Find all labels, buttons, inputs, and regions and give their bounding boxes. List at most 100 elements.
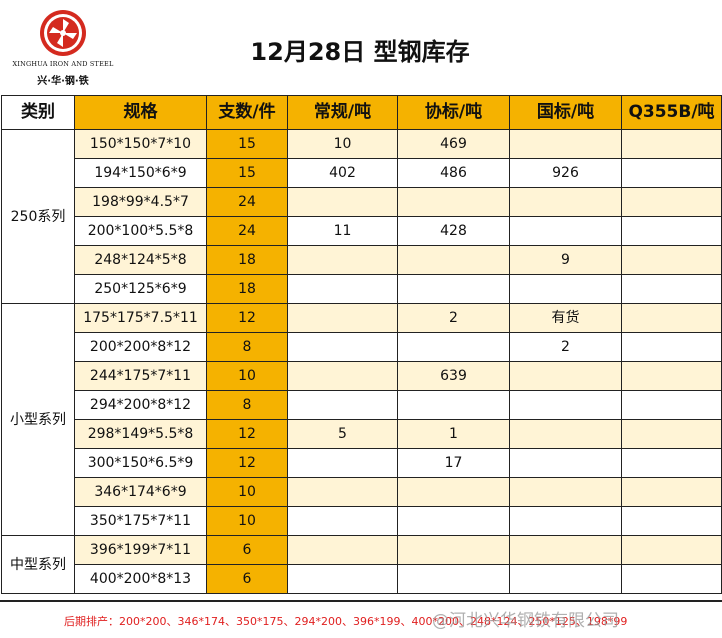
q355b-cell: [621, 245, 722, 275]
spec-cell: 346*174*6*9: [74, 477, 207, 507]
count-cell: 24: [206, 216, 288, 246]
watermark: @河北兴华钢铁有限公司: [432, 611, 619, 631]
national-cell: [509, 390, 622, 420]
regular-cell: [287, 303, 398, 333]
q355b-cell: [621, 361, 722, 391]
regular-cell: [287, 477, 398, 507]
assoc-cell: [397, 535, 510, 565]
count-cell: 15: [206, 158, 288, 188]
assoc-cell: 17: [397, 448, 510, 478]
assoc-cell: 428: [397, 216, 510, 246]
footer: 后期排产：200*200、346*174、350*175、294*200、396…: [0, 600, 722, 638]
spec-cell: 200*200*8*12: [74, 332, 207, 362]
count-cell: 6: [206, 564, 288, 594]
national-cell: [509, 216, 622, 246]
national-cell: 9: [509, 245, 622, 275]
table-row: 198*99*4.5*7 24: [2, 187, 722, 217]
national-cell: [509, 274, 622, 304]
count-cell: 10: [206, 506, 288, 536]
q355b-cell: [621, 303, 722, 333]
count-cell: 10: [206, 361, 288, 391]
count-cell: 10: [206, 477, 288, 507]
assoc-cell: [397, 332, 510, 362]
spec-cell: 396*199*7*11: [74, 535, 207, 565]
regular-cell: 10: [287, 129, 398, 159]
header-national: 国标/吨: [509, 95, 622, 130]
assoc-cell: 639: [397, 361, 510, 391]
regular-cell: 402: [287, 158, 398, 188]
header-category: 类别: [1, 95, 75, 130]
assoc-cell: 469: [397, 129, 510, 159]
spec-cell: 198*99*4.5*7: [74, 187, 207, 217]
table-row: 294*200*8*12 8: [2, 390, 722, 420]
header-count: 支数/件: [206, 95, 288, 130]
regular-cell: [287, 187, 398, 217]
assoc-cell: [397, 245, 510, 275]
regular-cell: [287, 448, 398, 478]
assoc-cell: [397, 564, 510, 594]
table-row: 194*150*6*9 15 402 486 926: [2, 158, 722, 188]
table-row: 346*174*6*9 10: [2, 477, 722, 507]
count-cell: 18: [206, 245, 288, 275]
count-cell: 12: [206, 448, 288, 478]
table-header-row: 类别 规格 支数/件 常规/吨 协标/吨 国标/吨 Q355B/吨: [1, 95, 722, 130]
regular-cell: [287, 274, 398, 304]
count-cell: 8: [206, 332, 288, 362]
q355b-cell: [621, 187, 722, 217]
logo-brand-en: XINGHUA IRON AND STEEL: [12, 60, 114, 68]
count-cell: 24: [206, 187, 288, 217]
header-regular: 常规/吨: [287, 95, 398, 130]
category-cell: 中型系列: [1, 535, 75, 594]
national-cell: 926: [509, 158, 622, 188]
national-cell: [509, 564, 622, 594]
table-row: 400*200*8*13 6: [2, 564, 722, 594]
count-cell: 12: [206, 419, 288, 449]
assoc-cell: 1: [397, 419, 510, 449]
national-cell: [509, 129, 622, 159]
count-cell: 8: [206, 390, 288, 420]
spec-cell: 350*175*7*11: [74, 506, 207, 536]
spec-cell: 250*125*6*9: [74, 274, 207, 304]
table-row: 298*149*5.5*8 12 5 1: [2, 419, 722, 449]
spec-cell: 244*175*7*11: [74, 361, 207, 391]
production-schedule-text: 后期排产：200*200、346*174、350*175、294*200、396…: [64, 615, 628, 628]
national-cell: [509, 477, 622, 507]
assoc-cell: 2: [397, 303, 510, 333]
q355b-cell: [621, 477, 722, 507]
regular-cell: [287, 245, 398, 275]
spec-cell: 298*149*5.5*8: [74, 419, 207, 449]
national-cell: [509, 535, 622, 565]
q355b-cell: [621, 390, 722, 420]
spec-cell: 300*150*6.5*9: [74, 448, 207, 478]
assoc-cell: [397, 477, 510, 507]
table-row: 250系列 150*150*7*10 15 10 469: [1, 129, 722, 304]
category-cell: 小型系列: [1, 303, 75, 536]
spec-cell: 200*100*5.5*8: [74, 216, 207, 246]
assoc-cell: [397, 274, 510, 304]
page-title: 12月28日 型钢库存: [250, 38, 470, 66]
national-cell: 有货: [509, 303, 622, 333]
regular-cell: [287, 506, 398, 536]
spec-cell: 150*150*7*10: [74, 129, 207, 159]
company-logo: XINGHUA IRON AND STEEL 兴·华·钢·铁: [8, 6, 118, 92]
assoc-cell: [397, 390, 510, 420]
spec-cell: 400*200*8*13: [74, 564, 207, 594]
q355b-cell: [621, 216, 722, 246]
regular-cell: 11: [287, 216, 398, 246]
q355b-cell: [621, 564, 722, 594]
table-row: 300*150*6.5*9 12 17: [2, 448, 722, 478]
table-row: 200*100*5.5*8 24 11 428: [2, 216, 722, 246]
table-row: 248*124*5*8 18 9: [2, 245, 722, 275]
regular-cell: [287, 564, 398, 594]
count-cell: 6: [206, 535, 288, 565]
regular-cell: [287, 332, 398, 362]
national-cell: [509, 448, 622, 478]
header-q355b: Q355B/吨: [621, 95, 722, 130]
spec-cell: 194*150*6*9: [74, 158, 207, 188]
regular-cell: 5: [287, 419, 398, 449]
national-cell: [509, 506, 622, 536]
assoc-cell: [397, 187, 510, 217]
table-row: 350*175*7*11 10: [2, 506, 722, 536]
q355b-cell: [621, 158, 722, 188]
page-header: XINGHUA IRON AND STEEL 兴·华·钢·铁 12月28日 型钢…: [0, 0, 722, 95]
